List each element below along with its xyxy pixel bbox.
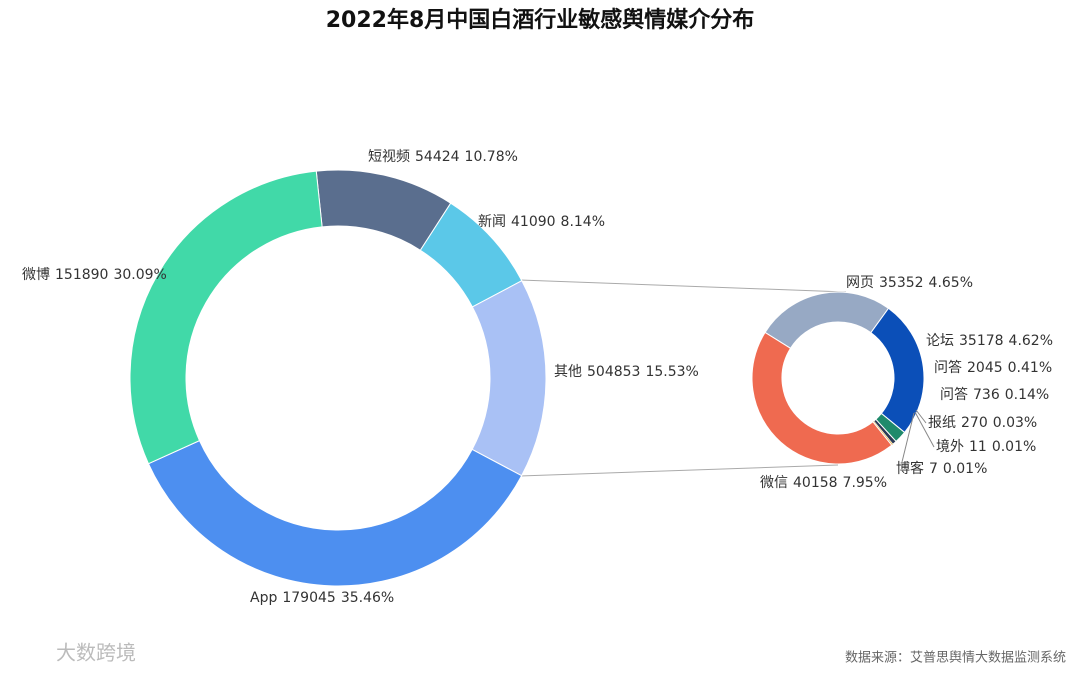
donut-slice [147, 439, 523, 587]
label-percent: 0.01% [943, 461, 987, 477]
label-percent: 10.78% [465, 149, 518, 165]
label-name: 微信 [760, 475, 788, 491]
label-count: 40158 [793, 475, 838, 491]
label-count: 151890 [55, 267, 108, 283]
label-name: 微博 [22, 266, 50, 283]
donut-slice [751, 331, 893, 465]
label-percent: 4.65% [929, 275, 973, 291]
slice-label: 境外 11 0.01% [936, 439, 1036, 455]
donut-slice [471, 280, 547, 477]
label-count: 2045 [967, 360, 1003, 376]
slice-label: 问答 736 0.14% [940, 386, 1049, 403]
label-percent: 0.41% [1008, 360, 1052, 376]
label-name: 新闻 [478, 214, 506, 230]
source: 数据来源：艾普思舆情大数据监测系统 [845, 651, 1066, 666]
slice-label: 论坛 35178 4.62% [926, 333, 1053, 349]
donut-slice [129, 170, 323, 465]
label-count: 179045 [282, 590, 335, 606]
connector [519, 279, 847, 293]
label-count: 54424 [415, 149, 460, 165]
slice-label: 微博 151890 30.09% [22, 266, 167, 283]
label-name: 博客 [896, 460, 924, 477]
leader-line [915, 409, 927, 424]
chart-title: 2022年8月中国白酒行业敏感舆情媒介分布 [326, 7, 755, 33]
label-percent: 30.09% [113, 267, 166, 283]
label-count: 736 [973, 387, 1000, 403]
connector [519, 464, 839, 477]
label-count: 270 [961, 415, 988, 431]
label-name: 报纸 [928, 415, 956, 431]
label-percent: 15.53% [645, 364, 698, 380]
label-percent: 0.14% [1005, 387, 1049, 403]
label-percent: 0.03% [993, 415, 1037, 431]
label-percent: 0.01% [992, 439, 1036, 455]
slice-label: 博客 7 0.01% [896, 460, 987, 477]
slice-label: 其他 504853 15.53% [554, 364, 699, 380]
label-name: 网页 [846, 275, 874, 291]
donut-slice [764, 291, 890, 350]
label-percent: 35.46% [341, 590, 394, 606]
label-count: 41090 [511, 214, 556, 230]
label-name: App [250, 590, 277, 606]
label-percent: 8.14% [561, 214, 605, 230]
slice-label: 问答 2045 0.41% [934, 359, 1052, 376]
slice-label: 新闻 41090 8.14% [478, 214, 605, 230]
slice-label: 短视频 54424 10.78% [368, 149, 518, 165]
label-name: 其他 [554, 364, 582, 380]
leader-line [914, 411, 935, 448]
logo: 大数跨境 [56, 641, 136, 665]
slice-label: 网页 35352 4.65% [846, 275, 973, 291]
label-name: 短视频 [368, 149, 410, 165]
leader-line [901, 412, 915, 463]
label-percent: 4.62% [1009, 333, 1053, 349]
label-count: 35178 [959, 333, 1004, 349]
label-name: 境外 [936, 439, 964, 455]
slice-label: App 179045 35.46% [250, 590, 394, 606]
slice-label: 报纸 270 0.03% [928, 415, 1037, 431]
label-count: 11 [969, 439, 987, 455]
label-count: 504853 [587, 364, 640, 380]
label-name: 论坛 [926, 333, 954, 349]
donut-slice [873, 421, 893, 445]
label-name: 问答 [934, 359, 962, 376]
label-percent: 7.95% [843, 475, 887, 491]
label-count: 7 [929, 461, 938, 477]
slice-label: 微信 40158 7.95% [760, 475, 887, 491]
label-name: 问答 [940, 386, 968, 403]
label-count: 35352 [879, 275, 924, 291]
